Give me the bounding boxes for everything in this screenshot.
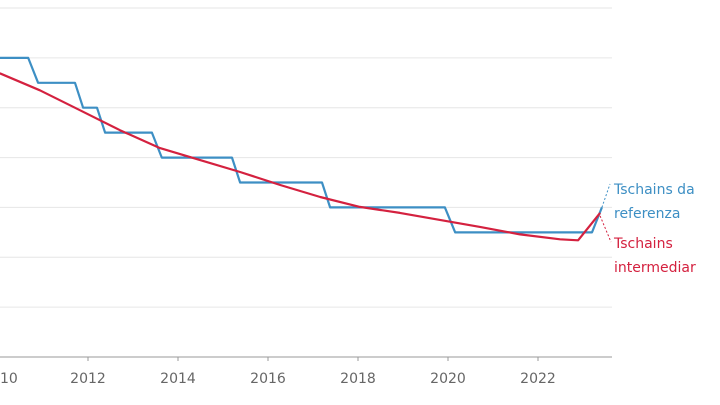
leader-line	[601, 183, 611, 208]
x-tick-label: 2018	[340, 371, 376, 387]
x-tick-label: 2016	[250, 371, 286, 387]
x-tick-label: 2022	[520, 371, 556, 387]
series-line	[0, 72, 601, 242]
legend-label: Tschains da referenza	[614, 182, 695, 222]
x-tick-label: 10	[0, 371, 18, 387]
legend-label: Tschains intermediar	[614, 236, 696, 276]
series-line	[0, 56, 603, 234]
x-tick-label: 2012	[70, 371, 106, 387]
x-tick-label: 2014	[160, 371, 196, 387]
x-tick-label: 2020	[430, 371, 466, 387]
leader-line	[599, 215, 612, 243]
